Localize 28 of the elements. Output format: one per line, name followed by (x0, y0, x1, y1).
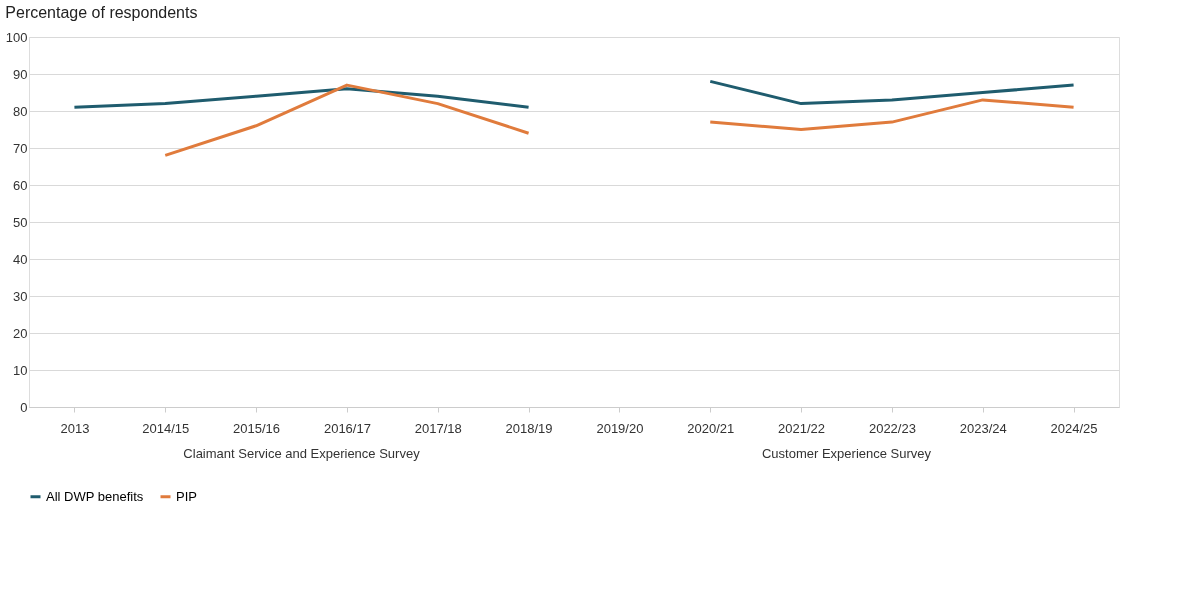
y-tick-label: 70 (13, 140, 28, 156)
y-tick-label: 30 (13, 288, 28, 304)
y-tick-label: 40 (13, 251, 28, 267)
x-tick-label: 2022/23 (868, 420, 916, 436)
y-tick-label: 0 (20, 399, 28, 415)
text: Customer Experience Survey (761, 446, 932, 461)
x-tick-label: 2014/15 (142, 420, 190, 436)
x-tick-label: 2020/21 (687, 420, 735, 436)
x-tick-label: 2017/18 (414, 420, 462, 436)
y-tick-label: 10 (13, 362, 28, 378)
x-tick-label: 2015/16 (233, 420, 281, 436)
x-tick-label: 2018/19 (505, 420, 553, 436)
x-tick-label: 2013 (60, 420, 90, 436)
x-tick-label: 2019/20 (596, 420, 644, 436)
y-tick-label: 50 (13, 214, 28, 230)
y-tick-label: 90 (13, 66, 28, 82)
legend-label: PIP (176, 488, 197, 504)
x-tick-label: 2021/22 (778, 420, 826, 436)
y-tick-label: 100 (5, 29, 28, 45)
chart-title: Percentage of respondents (5, 4, 198, 21)
y-tick-label: 80 (13, 103, 28, 119)
y-tick-label: 60 (13, 177, 28, 193)
x-tick-label: 2023/24 (959, 420, 1007, 436)
x-tick-label: 2024/25 (1050, 420, 1098, 436)
text: Claimant Service and Experience Survey (183, 446, 421, 461)
legend-label: All DWP benefits (46, 488, 144, 504)
x-tick-label: 2016/17 (323, 420, 371, 436)
y-tick-label: 20 (13, 325, 28, 341)
